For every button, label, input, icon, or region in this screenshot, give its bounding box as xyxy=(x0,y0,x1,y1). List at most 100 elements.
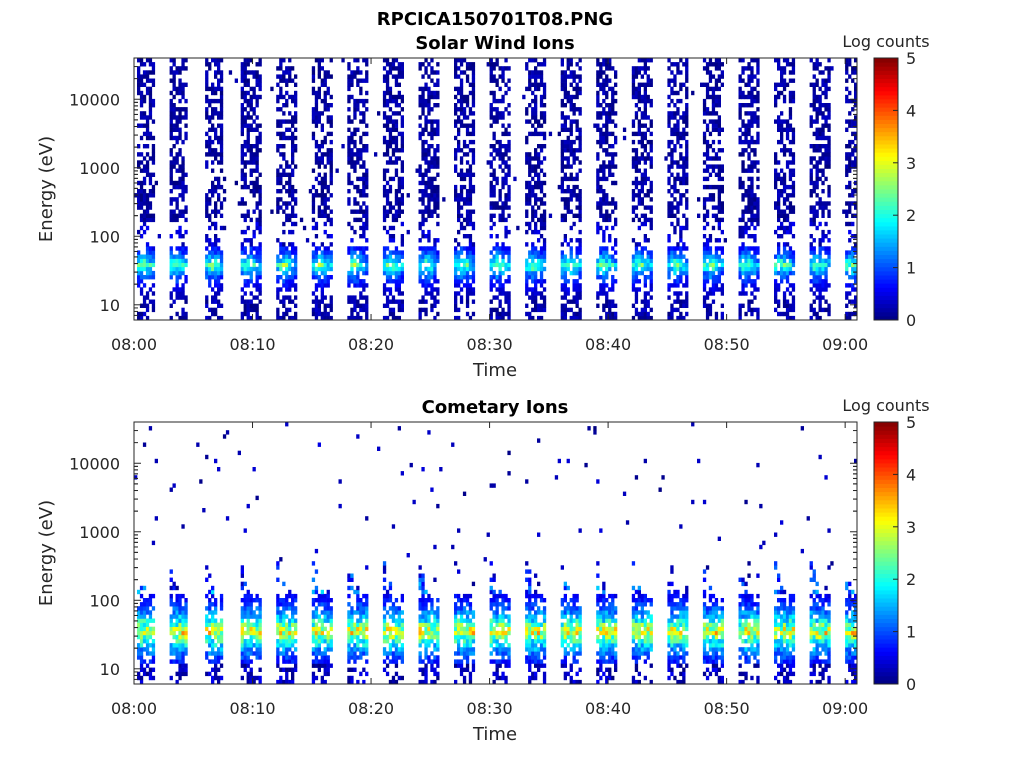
heatmap-cell xyxy=(217,315,221,321)
heatmap-cell xyxy=(205,299,209,304)
heatmap-cell xyxy=(317,70,321,75)
heatmap-cell xyxy=(750,176,754,182)
heatmap-cell xyxy=(400,148,404,153)
heatmap-cell xyxy=(137,201,141,206)
heatmap-cell xyxy=(611,197,615,202)
heatmap-cell xyxy=(436,131,440,137)
heatmap-cell xyxy=(385,254,390,259)
heatmap-cell xyxy=(462,270,467,276)
heatmap-cell xyxy=(365,90,369,96)
heatmap-cell xyxy=(539,131,544,137)
heatmap-cell xyxy=(468,275,473,280)
heatmap-cell xyxy=(205,197,209,202)
heatmap-cell xyxy=(457,283,461,288)
heatmap-cell xyxy=(181,66,185,71)
heatmap-cell xyxy=(205,86,209,92)
heatmap-cell xyxy=(578,131,582,137)
heatmap-cell xyxy=(350,131,354,137)
heatmap-cell xyxy=(347,270,351,276)
heatmap-cell xyxy=(421,103,425,108)
heatmap-cell xyxy=(492,74,496,79)
heatmap-cell xyxy=(673,148,677,153)
heatmap-cell xyxy=(777,250,781,255)
heatmap-cell xyxy=(599,205,603,210)
heatmap-cell xyxy=(252,193,256,198)
heatmap-cell xyxy=(785,148,790,153)
heatmap-cell xyxy=(427,180,431,186)
heatmap-cell xyxy=(809,262,813,268)
heatmap-cell xyxy=(468,66,473,71)
heatmap-cell xyxy=(427,258,431,263)
heatmap-cell xyxy=(148,275,153,280)
heatmap-cell xyxy=(708,119,713,124)
heatmap-cell xyxy=(705,86,710,92)
heatmap-cell xyxy=(421,197,425,202)
heatmap-cell xyxy=(465,266,470,272)
heatmap-cell xyxy=(542,90,547,96)
heatmap-cell xyxy=(329,242,333,247)
heatmap-cell xyxy=(288,283,292,288)
heatmap-cell xyxy=(676,176,680,182)
heatmap-cell xyxy=(498,197,502,202)
heatmap-cell xyxy=(501,205,505,210)
heatmap-cell xyxy=(705,176,710,182)
heatmap-cell xyxy=(365,62,369,67)
heatmap-cell xyxy=(495,176,499,182)
heatmap-cell xyxy=(685,62,689,67)
heatmap-cell xyxy=(255,287,259,292)
heatmap-cell xyxy=(489,189,493,194)
heatmap-cell xyxy=(208,307,212,313)
heatmap-cell xyxy=(436,287,440,292)
heatmap-cell xyxy=(291,123,295,128)
heatmap-cell xyxy=(317,205,321,210)
heatmap-cell xyxy=(362,209,366,214)
heatmap-cell xyxy=(685,246,689,251)
heatmap-cell xyxy=(454,283,458,288)
heatmap-cell xyxy=(631,303,636,308)
heatmap-cell xyxy=(314,283,319,288)
heatmap-cell xyxy=(531,82,535,87)
heatmap-cell xyxy=(812,184,816,190)
heatmap-cell xyxy=(738,258,742,263)
heatmap-cell xyxy=(785,193,790,198)
heatmap-cell xyxy=(691,90,695,96)
heatmap-cell xyxy=(614,74,618,79)
heatmap-cell xyxy=(175,139,179,145)
heatmap-cell xyxy=(468,242,473,247)
heatmap-cell xyxy=(572,193,576,198)
heatmap-cell xyxy=(462,201,467,206)
heatmap-cell xyxy=(780,311,784,317)
heatmap-cell xyxy=(151,160,156,165)
heatmap-cell xyxy=(676,119,680,124)
heatmap-cell xyxy=(685,311,689,317)
heatmap-cell xyxy=(208,66,212,71)
heatmap-cell xyxy=(350,246,354,251)
heatmap-cell xyxy=(569,139,573,145)
heatmap-cell xyxy=(240,197,244,202)
heatmap-cell xyxy=(777,197,781,202)
heatmap-cell xyxy=(747,279,751,284)
heatmap-cell xyxy=(214,58,218,63)
heatmap-cell xyxy=(291,94,295,100)
heatmap-cell xyxy=(596,78,600,83)
heatmap-cell xyxy=(528,103,532,108)
heatmap-cell xyxy=(685,160,689,165)
heatmap-cell xyxy=(705,254,710,259)
heatmap-cell xyxy=(815,270,819,276)
heatmap-cell xyxy=(249,123,253,128)
heatmap-cell xyxy=(471,299,476,304)
heatmap-cell xyxy=(578,201,582,206)
heatmap-cell xyxy=(205,58,209,63)
heatmap-cell xyxy=(821,262,825,268)
heatmap-cell xyxy=(774,184,778,190)
heatmap-cell xyxy=(756,258,760,263)
heatmap-cell xyxy=(788,229,793,235)
heatmap-cell xyxy=(240,66,244,71)
heatmap-cell xyxy=(747,189,751,194)
heatmap-cell xyxy=(314,107,319,112)
heatmap-cell xyxy=(326,283,330,288)
heatmap-cell xyxy=(812,82,816,87)
heatmap-cell xyxy=(702,279,707,284)
heatmap-cell xyxy=(596,98,600,104)
heatmap-cell xyxy=(738,74,742,79)
